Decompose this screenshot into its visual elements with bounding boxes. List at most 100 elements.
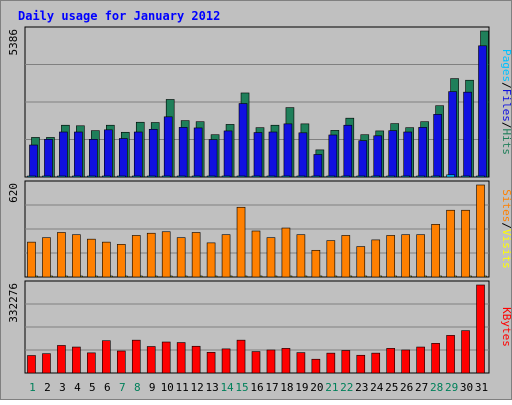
bar-pages-day-17 [267,176,275,177]
bar-sites-day-24 [372,240,380,277]
x-tick-label-day-1: 1 [29,381,36,394]
bar-kbytes-day-13 [207,352,215,373]
bar-pages-day-6 [102,176,110,177]
x-tick-label-day-14: 14 [220,381,234,394]
bar-pages-day-15 [237,176,245,177]
bar-kbytes-day-30 [462,331,470,373]
bar-files-day-7 [119,139,127,177]
series-legend-label: KBytes [500,307,512,347]
bar-kbytes-day-23 [357,355,365,373]
x-tick-label-day-16: 16 [250,381,263,394]
series-legend-label: Sites/Visits [500,189,512,269]
bar-sites-day-11 [177,238,185,277]
x-tick-label-day-6: 6 [104,381,111,394]
x-tick-label-day-19: 19 [295,381,308,394]
bar-files-day-4 [74,132,82,177]
bar-pages-day-8 [132,176,140,177]
bar-files-day-29 [449,92,457,177]
bar-kbytes-day-7 [117,351,125,373]
bar-files-day-8 [134,132,142,177]
bar-files-day-5 [89,139,97,177]
bar-pages-day-10 [162,176,170,177]
bar-files-day-17 [269,132,277,177]
bar-kbytes-day-14 [222,349,230,373]
x-tick-label-day-20: 20 [310,381,323,394]
bar-pages-day-29 [447,175,455,177]
bar-sites-day-15 [237,207,245,277]
bar-files-day-18 [284,124,292,177]
bar-sites-day-31 [477,185,485,277]
x-tick-label-day-26: 26 [400,381,413,394]
bar-sites-day-9 [147,233,155,277]
x-tick-label-day-27: 27 [415,381,428,394]
x-tick-label-day-12: 12 [191,381,204,394]
bar-kbytes-day-2 [42,354,50,373]
x-tick-label-day-23: 23 [355,381,368,394]
y-max-label: 332276 [7,283,20,323]
bar-files-day-15 [239,104,247,177]
bar-pages-day-21 [327,176,335,177]
bar-pages-day-14 [222,176,230,177]
bar-sites-day-19 [297,235,305,277]
bar-kbytes-day-31 [477,285,485,373]
bar-sites-day-1 [27,242,35,277]
x-tick-label-day-25: 25 [385,381,398,394]
bar-sites-day-30 [462,210,470,277]
bar-sites-day-23 [357,247,365,277]
bar-kbytes-day-10 [162,342,170,373]
y-max-label: 620 [7,183,20,203]
x-tick-label-day-24: 24 [370,381,384,394]
bar-kbytes-day-6 [102,341,110,373]
bar-files-day-31 [479,46,487,177]
bar-pages-day-3 [57,176,65,177]
bar-files-day-22 [344,125,352,177]
bar-kbytes-day-20 [312,359,320,373]
x-tick-label-day-22: 22 [340,381,353,394]
bar-pages-day-24 [372,176,380,177]
bar-kbytes-day-4 [72,347,80,373]
bar-pages-day-2 [42,176,50,177]
bar-kbytes-day-17 [267,350,275,373]
bar-kbytes-day-24 [372,353,380,373]
bar-kbytes-day-25 [387,348,395,373]
bar-sites-day-5 [87,239,95,277]
panel-visits-sites: 620 Sites/Visits [7,181,512,277]
bar-pages-day-31 [477,176,485,177]
bar-pages-day-5 [87,176,95,177]
bar-pages-day-11 [177,176,185,177]
bar-files-day-3 [59,132,67,177]
x-tick-label-day-13: 13 [205,381,218,394]
bar-kbytes-day-3 [57,345,65,373]
bar-pages-day-9 [147,176,155,177]
bar-sites-day-4 [72,235,80,277]
bar-sites-day-22 [342,235,350,277]
bar-sites-day-16 [252,231,260,277]
x-tick-label-day-10: 10 [161,381,174,394]
bar-kbytes-day-28 [432,343,440,373]
bar-files-day-6 [104,130,112,177]
bar-files-day-28 [434,114,442,177]
bar-files-day-23 [359,141,367,177]
bar-kbytes-day-15 [237,340,245,373]
bar-sites-day-21 [327,241,335,277]
bar-sites-day-29 [447,210,455,277]
bar-files-day-11 [179,127,187,177]
bar-files-day-25 [389,131,397,177]
bar-kbytes-day-27 [417,347,425,373]
x-tick-label-day-17: 17 [265,381,278,394]
bar-pages-day-7 [117,176,125,177]
bar-kbytes-day-22 [342,350,350,373]
bar-pages-day-27 [417,176,425,177]
series-legend-label: Pages/Files/Hits [500,49,512,155]
bar-kbytes-day-18 [282,348,290,373]
bar-pages-day-28 [432,176,440,177]
bar-files-day-30 [464,92,472,177]
y-max-label: 5386 [7,29,20,56]
bar-sites-day-26 [402,235,410,277]
x-tick-label-day-2: 2 [44,381,51,394]
bar-kbytes-day-8 [132,340,140,373]
bar-kbytes-day-21 [327,353,335,373]
x-tick-label-day-5: 5 [89,381,96,394]
bar-kbytes-day-9 [147,347,155,373]
